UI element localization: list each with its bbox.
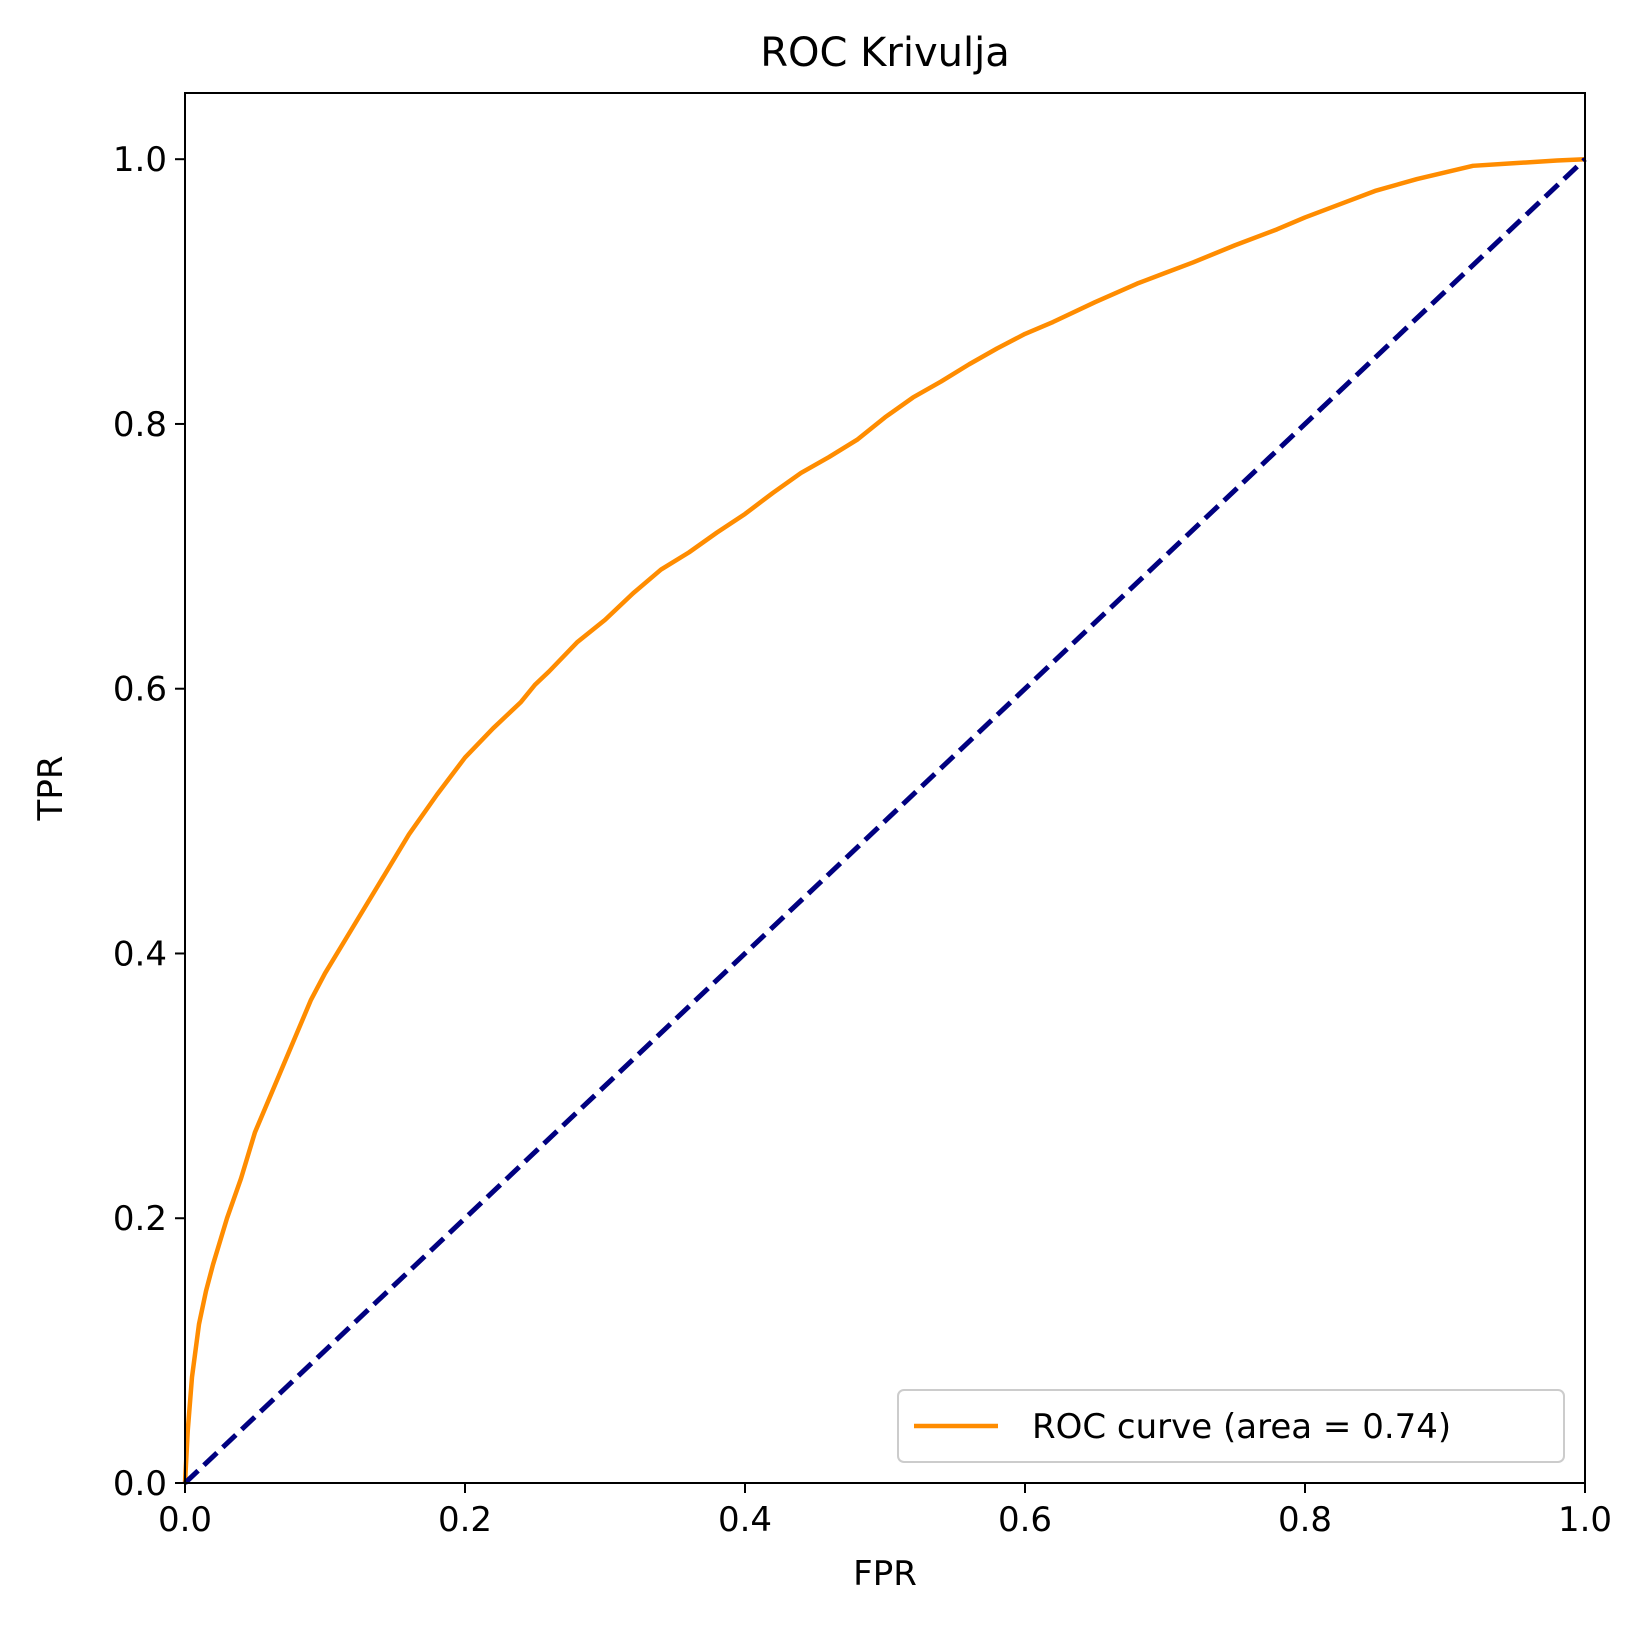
- roc-curve-line: [182, 156, 1586, 1484]
- legend-entry-label: ROC curve (area = 0.74): [1032, 1407, 1451, 1447]
- y-tick-label: 0.6: [113, 670, 167, 710]
- legend: ROC curve (area = 0.74): [897, 1389, 1565, 1463]
- x-tick-label: 0.8: [1278, 1500, 1332, 1540]
- x-tick-label: 0.6: [998, 1500, 1052, 1540]
- x-tick-label: 1.0: [1558, 1500, 1612, 1540]
- plot-frame: [184, 92, 1586, 1484]
- y-axis-label: TPR: [31, 756, 71, 822]
- x-tick-label: 0.0: [158, 1500, 212, 1540]
- chart-title: ROC Krivulja: [760, 30, 1009, 76]
- legend-box: [897, 1389, 1565, 1463]
- series-group: [182, 156, 1587, 1485]
- x-tick-label: 0.2: [438, 1500, 492, 1540]
- y-tick-label: 0.8: [113, 405, 167, 445]
- y-tick-label: 1.0: [113, 140, 167, 180]
- diagonal-reference-line: [183, 157, 1587, 1485]
- y-tick-label: 0.2: [113, 1199, 167, 1239]
- y-tick-label: 0.0: [113, 1464, 167, 1504]
- plot-area: [185, 93, 1585, 1483]
- x-axis-label: FPR: [853, 1554, 917, 1594]
- y-tick-label: 0.4: [113, 934, 167, 974]
- axes-frame: [184, 92, 1586, 1484]
- tick-group: 0.0 0.2 0.4 0.6 0.8 1.0 0.0 0.2 0.4 0.6 0.8 1.0: [113, 140, 1612, 1540]
- x-tick-label: 0.4: [718, 1500, 772, 1540]
- plot-background: [185, 93, 1585, 1483]
